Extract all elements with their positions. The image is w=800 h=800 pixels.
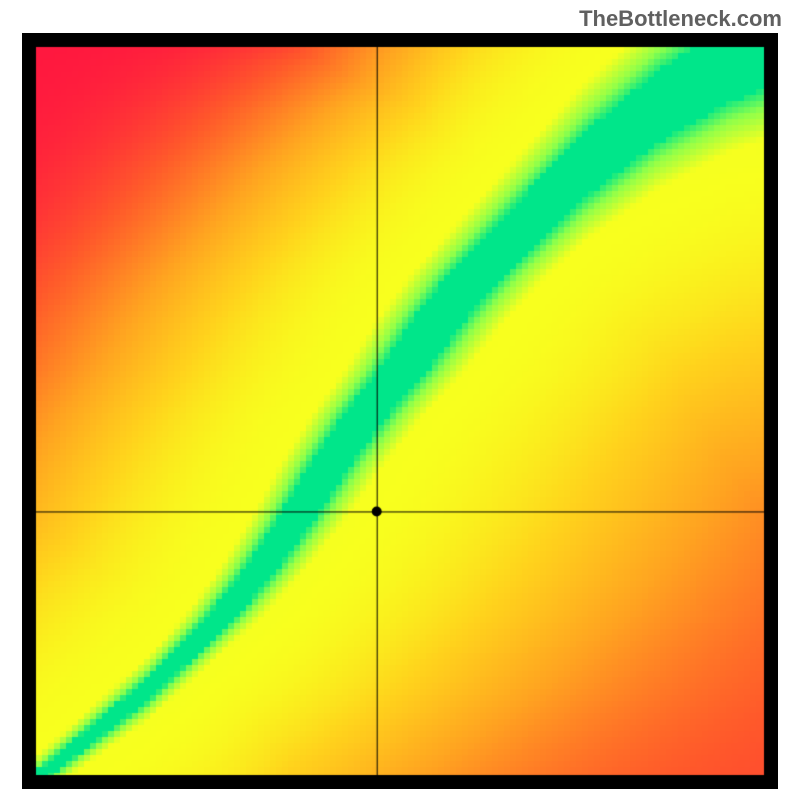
heatmap-canvas: [22, 33, 778, 789]
chart-container: TheBottleneck.com: [0, 0, 800, 800]
watermark-text: TheBottleneck.com: [579, 6, 782, 32]
chart-frame: [22, 33, 778, 789]
